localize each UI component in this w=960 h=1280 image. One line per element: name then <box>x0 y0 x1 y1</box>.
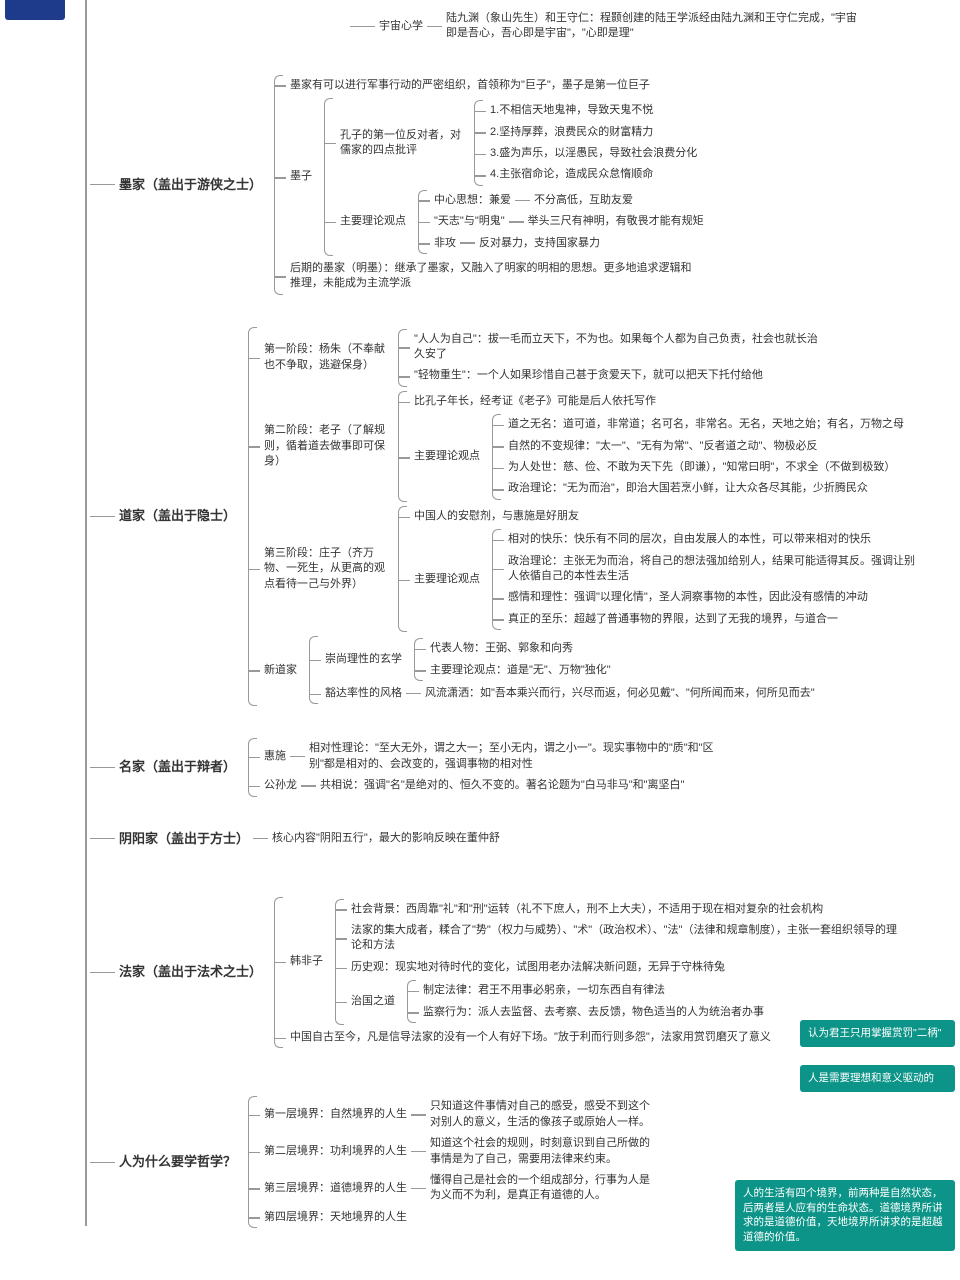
dao-s1b: "轻物重生"：一个人如果珍惜自己甚于贪爱天下，就可以把天下托付给他 <box>410 367 767 384</box>
badge-phil: 人的生活有四个境界，前两种是自然状态，后两者是人应有的生命状态。道德境界所讲求的… <box>735 1180 955 1251</box>
node-yzxx-text: 陆九渊（象山先生）和王守仁：程颢创建的陆王学派经由陆九渊和王守仁完成，"宇宙即是… <box>442 10 862 43</box>
title-mingjia: 名家（盖出于辩者） <box>115 757 240 777</box>
l1: 第一层境界：自然境界的人生 <box>260 1106 411 1123</box>
t1a: 中心思想：兼爱 <box>430 192 515 209</box>
section-yinyang: 阴阳家（盖出于方士） 核心内容"阴阳五行"，最大的影响反映在董仲舒 <box>115 829 955 849</box>
gsl-text: 共相说：强调"名"是绝对的、恒久不变的。著名论题为"白马非马"和"离坚白" <box>316 777 688 794</box>
mojia-org: 墨家有可以进行军事行动的严密组织，首领称为"巨子"，墨子是第一位巨子 <box>286 77 654 94</box>
s2t1: 道之无名：道可道，非常道；名可名，非常名。无名，天地之始；有名，万物之母 <box>504 416 908 433</box>
l3: 第三层境界：道德境界的人生 <box>260 1180 411 1197</box>
h2: 法家的集大成者，糅合了"势"（权力与威势）、"术"（政治权术）、"法"（法律和规… <box>347 922 907 955</box>
dao-neo: 新道家 <box>260 662 301 679</box>
neo-a2: 主要理论观点：道是"无"、万物"独化" <box>426 662 615 679</box>
l3t: 懂得自己是社会的一个组成部分，行事为人是为义而不为利，是真正有道德的人。 <box>426 1172 656 1205</box>
l2t: 知道这个社会的规则，时刻意识到自己所做的事情是为了自己，需要用法律来约束。 <box>426 1135 656 1168</box>
neo-b1: 风流潇洒：如"吾本乘兴而行，兴尽而返，何必见戴"、"何所闻而来，何所见而去" <box>421 685 819 702</box>
neo-b: 豁达率性的风格 <box>321 685 406 702</box>
dao-s2: 第二阶段：老子（了解规则，循着道去做事即可保身） <box>260 422 390 470</box>
mozi-crit: 孔子的第一位反对者，对儒家的四点批评 <box>336 127 466 160</box>
title-mojia: 墨家（盖出于游侠之士） <box>115 175 266 195</box>
neo-a1: 代表人物：王弼、郭象和向秀 <box>426 640 577 657</box>
dao-s3-theory: 主要理论观点 <box>410 571 484 588</box>
hs: 惠施 <box>260 748 290 765</box>
node-yzxx: 宇宙心学 <box>375 18 427 35</box>
dao-s1a: "人人为自己"：拔一毛而立天下，不为也。如果每个人都为自己负责，社会也就长治久安… <box>410 331 830 364</box>
t3b: 反对暴力，支持国家暴力 <box>475 235 604 252</box>
neo-a: 崇尚理性的玄学 <box>321 651 406 668</box>
crit-3: 3.盛为声乐，以淫愚民，导致社会浪费分化 <box>486 145 701 162</box>
h3: 历史观：现实地对待时代的变化，试图用老办法解决新问题，无异于守株待兔 <box>347 959 729 976</box>
title-phil: 人为什么要学哲学？ <box>115 1152 240 1172</box>
badge-fajia-1: 认为君王只用掌握赏罚"二柄" <box>800 1020 955 1047</box>
dao-s2-theory: 主要理论观点 <box>410 448 484 465</box>
s2t2: 自然的不变规律："太一"、"无有为常"、"反者道之动"、物极必反 <box>504 438 821 455</box>
title-fajia: 法家（盖出于法术之士） <box>115 962 266 982</box>
section-mingjia: 名家（盖出于辩者） 惠施相对性理论："至大无外，谓之大一；至小无内，谓之小一"。… <box>115 738 955 796</box>
crit-2: 2.坚持厚葬，浪费民众的财富精力 <box>486 124 657 141</box>
dao-s2a: 比孔子年长，经考证《老子》可能是后人依托写作 <box>410 393 660 410</box>
h1: 社会背景：西周靠"礼"和"刑"运转（礼不下庶人，刑不上大夫），不适用于现在相对复… <box>347 901 827 918</box>
yinyang-text: 核心内容"阴阳五行"，最大的影响反映在董仲舒 <box>268 830 504 847</box>
section-daojia: 道家（盖出于隐士） 第一阶段：杨朱（不奉献也不争取，逃避保身） "人人为自己"：… <box>115 327 955 707</box>
t1b: 不分高低，互助友爱 <box>530 192 637 209</box>
mozi: 墨子 <box>286 168 316 185</box>
crit-4: 4.主张宿命论，造成民众怠惰顺命 <box>486 166 657 183</box>
mojia-later: 后期的墨家（明墨）：继承了墨家，又融入了明家的明相的思想。更多地追求逻辑和推理，… <box>286 260 706 293</box>
s2t3: 为人处世：慈、俭、不敢为天下先（即谦），"知常曰明"，不求全（不做到极致） <box>504 459 899 476</box>
gov: 治国之道 <box>347 993 399 1010</box>
hfz: 韩非子 <box>286 953 327 970</box>
hs-text: 相对性理论："至大无外，谓之大一；至小无内，谓之小一"。现实事物中的"质"和"区… <box>305 740 725 773</box>
root-node <box>5 0 65 20</box>
dao-s1: 第一阶段：杨朱（不奉献也不争取，逃避保身） <box>260 341 390 374</box>
t2a: "天志"与"明鬼" <box>430 213 509 230</box>
l1t: 只知道这件事情对自己的感受，感受不到这个对别人的意义，生活的像孩子或原始人一样。 <box>426 1098 656 1131</box>
s3t4: 真正的至乐：超越了普通事物的界限，达到了无我的境界，与道合一 <box>504 611 842 628</box>
dao-s3: 第三阶段：庄子（齐万物、一死生，从更高的观点看待一己与外界） <box>260 545 390 593</box>
dao-s3a: 中国人的安慰剂，与惠施是好朋友 <box>410 508 583 525</box>
s2t4: 政治理论："无为而治"，即治大国若烹小鲜，让大众各尽其能，少折腾民众 <box>504 480 872 497</box>
g1: 制定法律：君王不用事必躬亲，一切东西自有律法 <box>419 982 669 999</box>
l4: 第四层境界：天地境界的人生 <box>260 1209 411 1226</box>
root-vertical-line <box>85 0 87 1226</box>
gsl: 公孙龙 <box>260 777 301 794</box>
t3a: 非攻 <box>430 235 460 252</box>
section-mojia: 墨家（盖出于游侠之士） 墨家有可以进行军事行动的严密组织，首领称为"巨子"，墨子… <box>115 75 955 295</box>
s3t1: 相对的快乐：快乐有不同的层次，自由发展人的本性，可以带来相对的快乐 <box>504 531 875 548</box>
s3t2: 政治理论：主张无为而治，将自己的想法强加给别人，结果可能适得其反。强调让别人依循… <box>504 553 924 586</box>
title-daojia: 道家（盖出于隐士） <box>115 506 240 526</box>
crit-1: 1.不相信天地鬼神，导致天鬼不悦 <box>486 102 657 119</box>
g2: 监察行为：派人去监督、去考察、去反馈，物色适当的人为统治者办事 <box>419 1004 768 1021</box>
fajia-end: 中国自古至今，凡是信导法家的没有一个人有好下场。"放于利而行则多怨"，法家用赏罚… <box>286 1029 775 1046</box>
s3t3: 感情和理性：强调"以理化情"，圣人洞察事物的本性，因此没有感情的冲动 <box>504 589 872 606</box>
badge-fajia-2: 人是需要理想和意义驱动的 <box>800 1065 955 1092</box>
title-yinyang: 阴阳家（盖出于方士） <box>115 829 253 849</box>
t2b: 举头三尺有神明，有敬畏才能有规矩 <box>524 213 708 230</box>
l2: 第二层境界：功利境界的人生 <box>260 1143 411 1160</box>
mozi-theory: 主要理论观点 <box>336 213 410 230</box>
